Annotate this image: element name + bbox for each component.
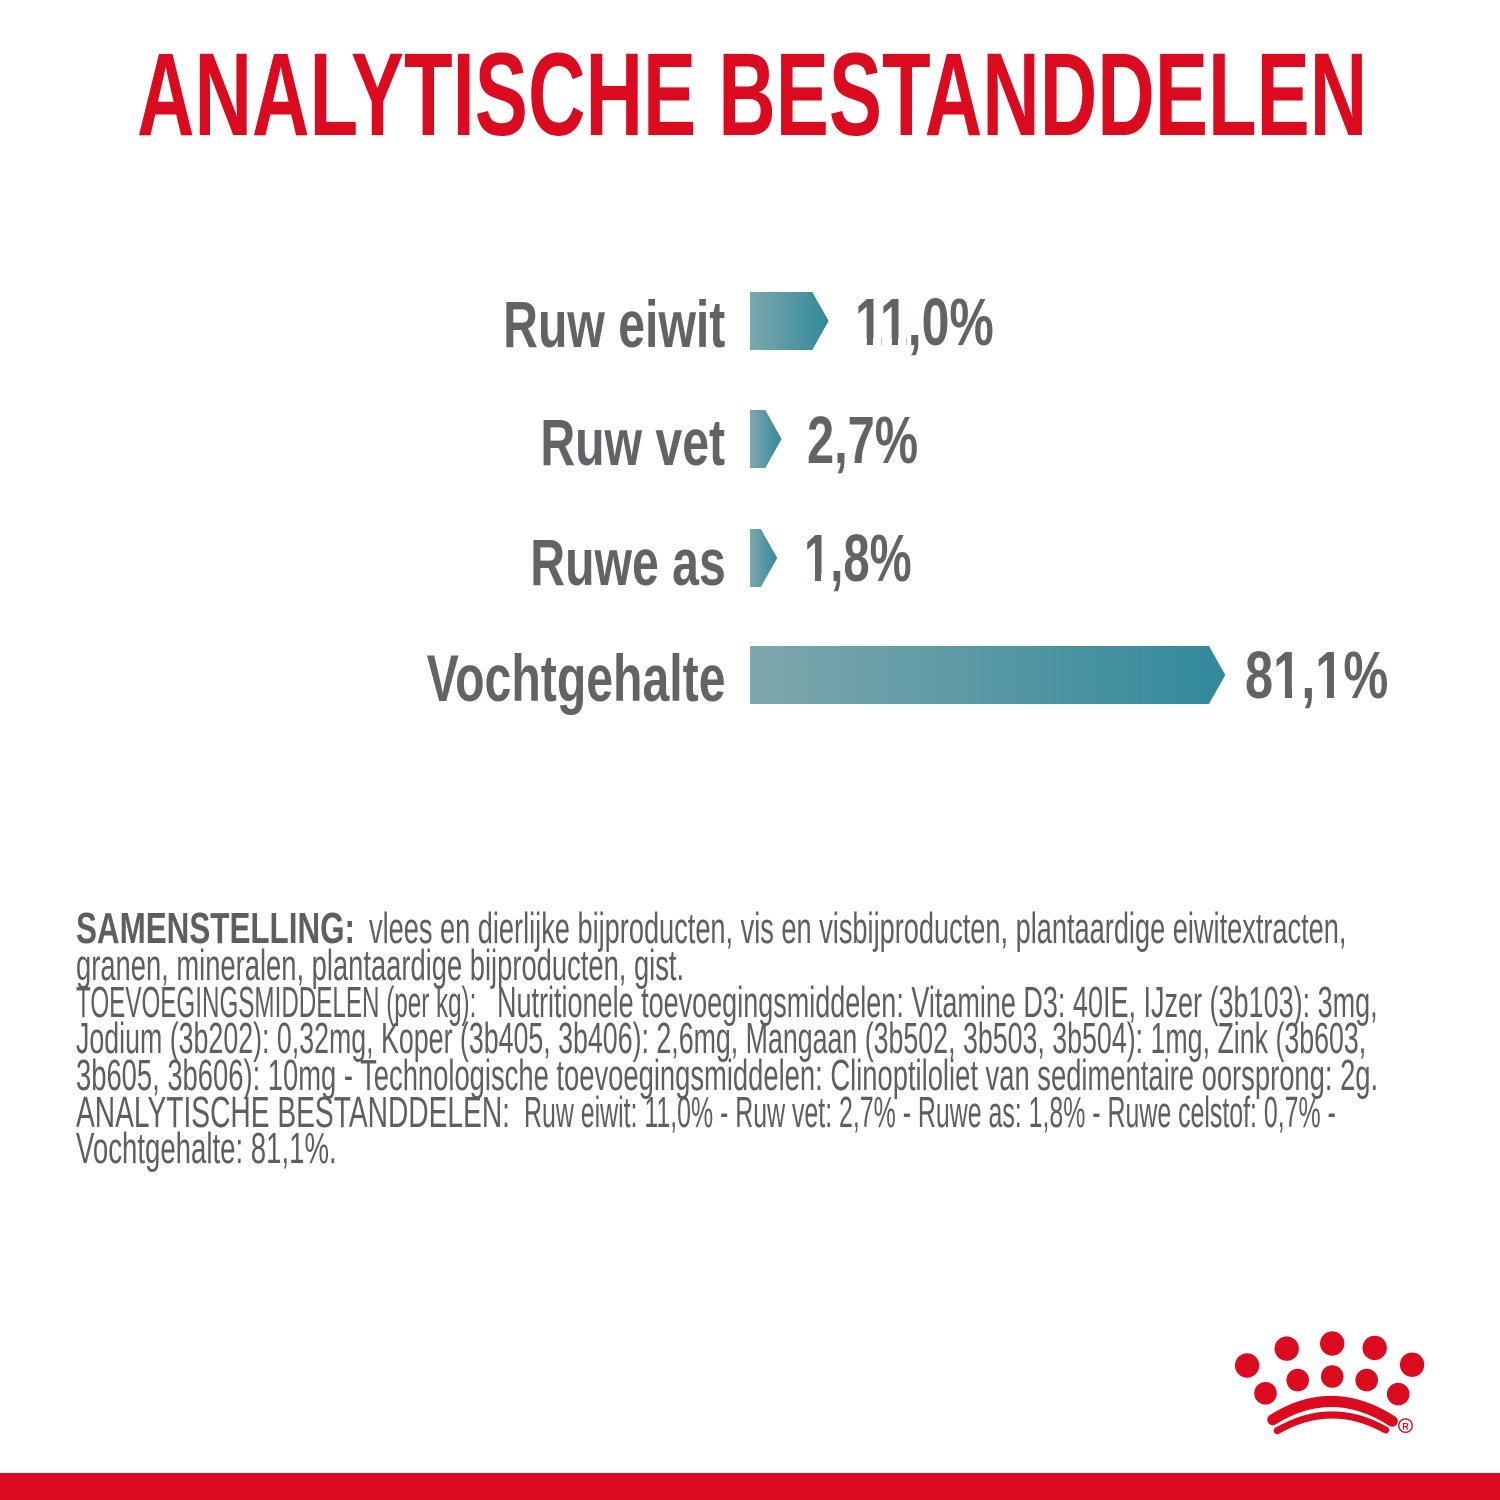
svg-text:R: R (1402, 1421, 1409, 1431)
